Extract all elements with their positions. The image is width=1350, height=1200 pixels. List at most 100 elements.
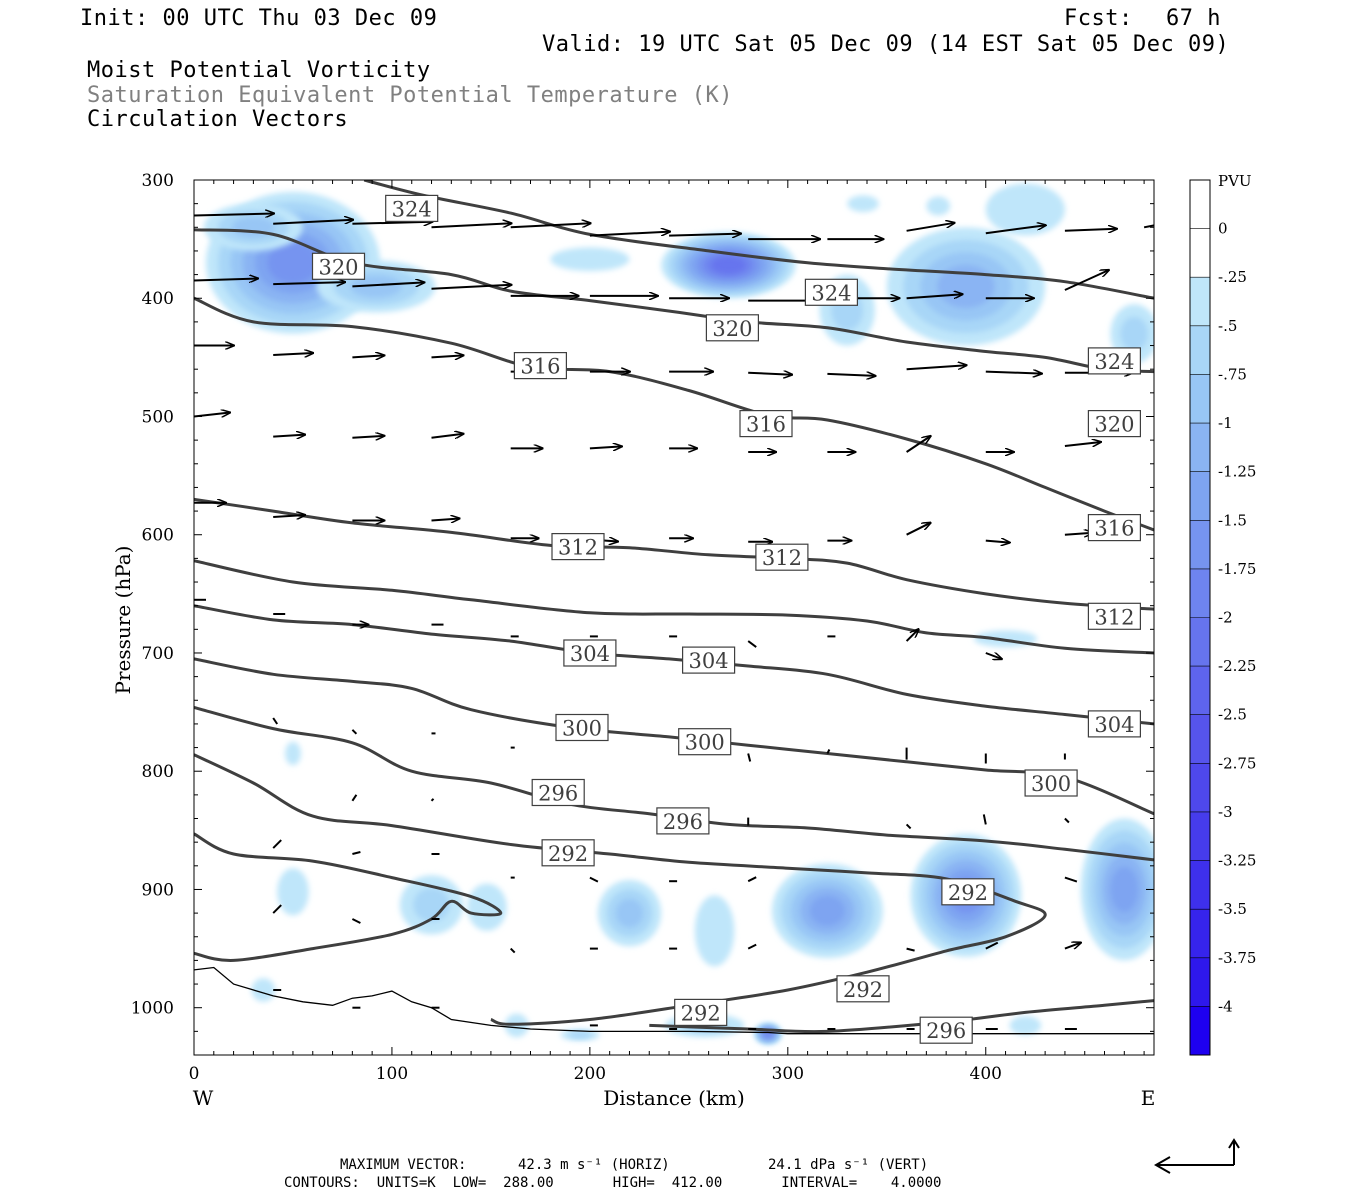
pv-region bbox=[772, 863, 883, 959]
contour-label: 316 bbox=[739, 410, 793, 438]
circulation-vector bbox=[985, 225, 1046, 235]
contour-label: 324 bbox=[804, 278, 859, 306]
pv-region bbox=[467, 883, 507, 931]
contour-label-text: 316 bbox=[1094, 517, 1134, 541]
circulation-vector bbox=[906, 223, 955, 232]
circulation-vector bbox=[273, 515, 305, 517]
circulation-vector bbox=[1064, 229, 1117, 231]
contour-label-text: 312 bbox=[1094, 605, 1134, 629]
contour-label: 296 bbox=[919, 1016, 973, 1044]
pv-region bbox=[277, 868, 309, 916]
colorbar-level-label: -.5 bbox=[1218, 317, 1237, 335]
contour-label-box bbox=[739, 410, 793, 438]
terrain bbox=[194, 966, 1154, 1035]
contour-label: 296 bbox=[656, 807, 710, 835]
contour-label-text: 320 bbox=[318, 255, 358, 279]
y-tick-label: 300 bbox=[142, 171, 174, 191]
contour-label: 304 bbox=[563, 639, 617, 667]
colorbar-level-label: -3.5 bbox=[1218, 900, 1247, 918]
circulation-vector bbox=[589, 876, 599, 883]
contour-label-box bbox=[656, 807, 710, 835]
colorbar-level-label: -1.75 bbox=[1218, 560, 1256, 578]
colorbar-bin bbox=[1190, 228, 1210, 278]
pv-shade bbox=[809, 895, 846, 926]
circulation-vector bbox=[272, 717, 279, 725]
colorbar-level-label: -3.75 bbox=[1218, 949, 1256, 967]
contour-label-box bbox=[551, 532, 605, 561]
plot-frame bbox=[193, 179, 1155, 1056]
colorbar-level-label: -2.75 bbox=[1218, 754, 1256, 772]
reference-vector-icon bbox=[1153, 1138, 1240, 1174]
contour-label: 312 bbox=[551, 532, 605, 561]
contour-label: 304 bbox=[1087, 710, 1142, 738]
circulation-vector bbox=[273, 353, 313, 355]
contour-label-text: 296 bbox=[926, 1019, 966, 1043]
x-tick-label: 0 bbox=[189, 1064, 200, 1084]
field-title-pv: Moist Potential Vorticity bbox=[87, 58, 431, 83]
colorbar-level-label: -1.5 bbox=[1218, 511, 1247, 529]
contour-label-text: 300 bbox=[1031, 772, 1071, 796]
theta-contour-288 bbox=[194, 832, 503, 962]
field-title-theta-es: Saturation Equivalent Potential Temperat… bbox=[87, 83, 734, 108]
colorbar-bin bbox=[1190, 471, 1210, 521]
pv-shade bbox=[847, 195, 879, 212]
theta-es-contours bbox=[194, 180, 1154, 1034]
contour-label: 292 bbox=[941, 878, 995, 906]
contour-label: 312 bbox=[755, 543, 809, 571]
pv-region bbox=[1009, 1015, 1042, 1035]
pv-shade bbox=[764, 1030, 772, 1037]
pv-shade bbox=[251, 978, 276, 1002]
contour-label-box bbox=[755, 543, 809, 571]
contour-label-text: 292 bbox=[681, 1001, 721, 1025]
circulation-vector bbox=[906, 947, 915, 952]
contour-label: 320 bbox=[1087, 410, 1142, 438]
contour-label-box bbox=[678, 728, 732, 756]
forecast-hour: 67 h bbox=[1166, 6, 1221, 31]
circulation-vector bbox=[194, 279, 258, 281]
pv-region bbox=[926, 196, 951, 216]
colorbar-bin bbox=[1190, 374, 1210, 424]
pv-region bbox=[399, 875, 464, 935]
pv-region bbox=[661, 232, 796, 299]
contour-label: 316 bbox=[1087, 513, 1142, 542]
contour-label-box bbox=[531, 778, 585, 807]
circulation-vector bbox=[351, 918, 361, 924]
circulation-vector bbox=[985, 941, 999, 950]
contour-label-text: 304 bbox=[1094, 713, 1134, 737]
pv-region bbox=[550, 247, 630, 272]
contour-label-box bbox=[1087, 710, 1142, 738]
pv-shade bbox=[926, 196, 951, 216]
pv-shade bbox=[467, 883, 507, 931]
contour-label: 324 bbox=[1087, 347, 1142, 375]
y-tick-label: 1000 bbox=[131, 999, 174, 1019]
theta-contour-296 bbox=[194, 705, 1154, 862]
circulation-vector bbox=[747, 876, 757, 883]
pv-region bbox=[285, 741, 301, 766]
contour-label-text: 296 bbox=[538, 782, 578, 806]
circulation-vector bbox=[1064, 943, 1081, 950]
circulation-vector bbox=[352, 436, 384, 438]
pv-region bbox=[847, 195, 879, 212]
contour-label-box bbox=[674, 998, 728, 1027]
contour-label-text: 300 bbox=[562, 717, 602, 741]
y-tick-label: 900 bbox=[142, 880, 174, 900]
circulation-vector bbox=[905, 629, 919, 642]
circulation-vector bbox=[272, 904, 282, 914]
circulation-vector bbox=[747, 640, 757, 648]
colorbar-bin bbox=[1190, 957, 1210, 1007]
theta-contour-316 bbox=[194, 296, 1154, 532]
colorbar-bin bbox=[1190, 520, 1210, 570]
contour-label-box bbox=[563, 639, 617, 667]
x-axis-label: Distance (km) bbox=[603, 1086, 745, 1110]
contour-label-text: 324 bbox=[811, 281, 851, 305]
circulation-vector bbox=[272, 839, 282, 849]
contour-label: 320 bbox=[311, 252, 366, 280]
colorbar-bin bbox=[1190, 1006, 1210, 1056]
x-tick-label: 300 bbox=[772, 1064, 804, 1084]
circulation-vector bbox=[430, 798, 435, 802]
colorbar-level-label: -2.5 bbox=[1218, 706, 1247, 724]
contour-label: 324 bbox=[385, 194, 439, 222]
pv-shade bbox=[277, 868, 309, 916]
circulation-vector bbox=[985, 652, 1002, 659]
